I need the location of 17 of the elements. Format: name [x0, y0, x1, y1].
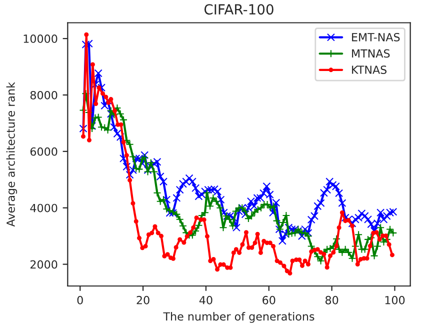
y-tick-label: 2000 [30, 260, 58, 269]
y-tick-label: 6000 [30, 147, 58, 156]
x-tick-label: 0 [77, 296, 83, 304]
y-tick-label: 4000 [30, 204, 58, 212]
x-tick-label: 100 [385, 296, 405, 304]
x-tick-label: 20 [136, 296, 150, 304]
x-tick-label: 80 [325, 296, 338, 304]
x-axis-title: The number of generations [163, 312, 314, 323]
x-tick-label: 60 [262, 296, 276, 304]
legend-label: EMT-NAS [352, 32, 400, 42]
chart-title: CIFAR-100 [204, 4, 274, 15]
x-tick-label: 40 [199, 296, 212, 304]
y-tick-label: 8000 [30, 90, 58, 100]
legend-label: MTNAS [352, 49, 390, 58]
legend-label: KTNAS [352, 66, 387, 74]
y-tick-label: 10000 [24, 34, 58, 43]
y-axis-title: Average architecture rank [6, 82, 18, 227]
